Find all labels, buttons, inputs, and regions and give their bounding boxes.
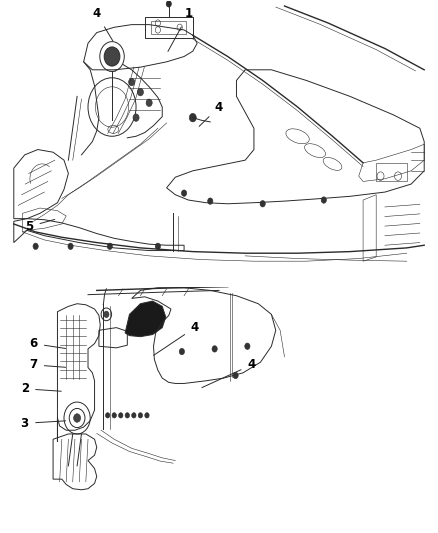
Circle shape xyxy=(112,413,117,418)
Circle shape xyxy=(146,99,152,107)
Circle shape xyxy=(74,414,81,422)
Circle shape xyxy=(104,47,120,66)
Circle shape xyxy=(145,413,149,418)
Text: 2: 2 xyxy=(21,382,61,395)
Text: 4: 4 xyxy=(154,321,199,356)
Text: 5: 5 xyxy=(25,220,55,233)
Circle shape xyxy=(245,343,250,350)
Circle shape xyxy=(321,197,326,203)
Circle shape xyxy=(68,243,73,249)
Polygon shape xyxy=(125,301,166,337)
Circle shape xyxy=(189,114,196,122)
Circle shape xyxy=(129,78,135,86)
Circle shape xyxy=(233,372,238,378)
Circle shape xyxy=(155,243,160,249)
Text: 6: 6 xyxy=(29,337,66,350)
Circle shape xyxy=(106,413,110,418)
Text: 4: 4 xyxy=(92,7,113,41)
Bar xyxy=(376,163,407,181)
Circle shape xyxy=(212,346,217,352)
Text: 4: 4 xyxy=(199,101,223,126)
Circle shape xyxy=(260,200,265,207)
Circle shape xyxy=(133,114,139,122)
Circle shape xyxy=(179,349,184,355)
Circle shape xyxy=(125,413,130,418)
Circle shape xyxy=(181,190,187,196)
Text: 1: 1 xyxy=(168,7,192,51)
Circle shape xyxy=(138,88,144,96)
Circle shape xyxy=(132,413,136,418)
Circle shape xyxy=(166,1,171,7)
Circle shape xyxy=(208,198,213,204)
Circle shape xyxy=(107,243,113,249)
Circle shape xyxy=(104,311,109,318)
Text: 7: 7 xyxy=(29,358,66,372)
Text: 3: 3 xyxy=(21,417,66,430)
Circle shape xyxy=(33,243,38,249)
Circle shape xyxy=(119,413,123,418)
Bar xyxy=(1,272,437,287)
Circle shape xyxy=(138,413,143,418)
Text: 4: 4 xyxy=(202,358,256,387)
